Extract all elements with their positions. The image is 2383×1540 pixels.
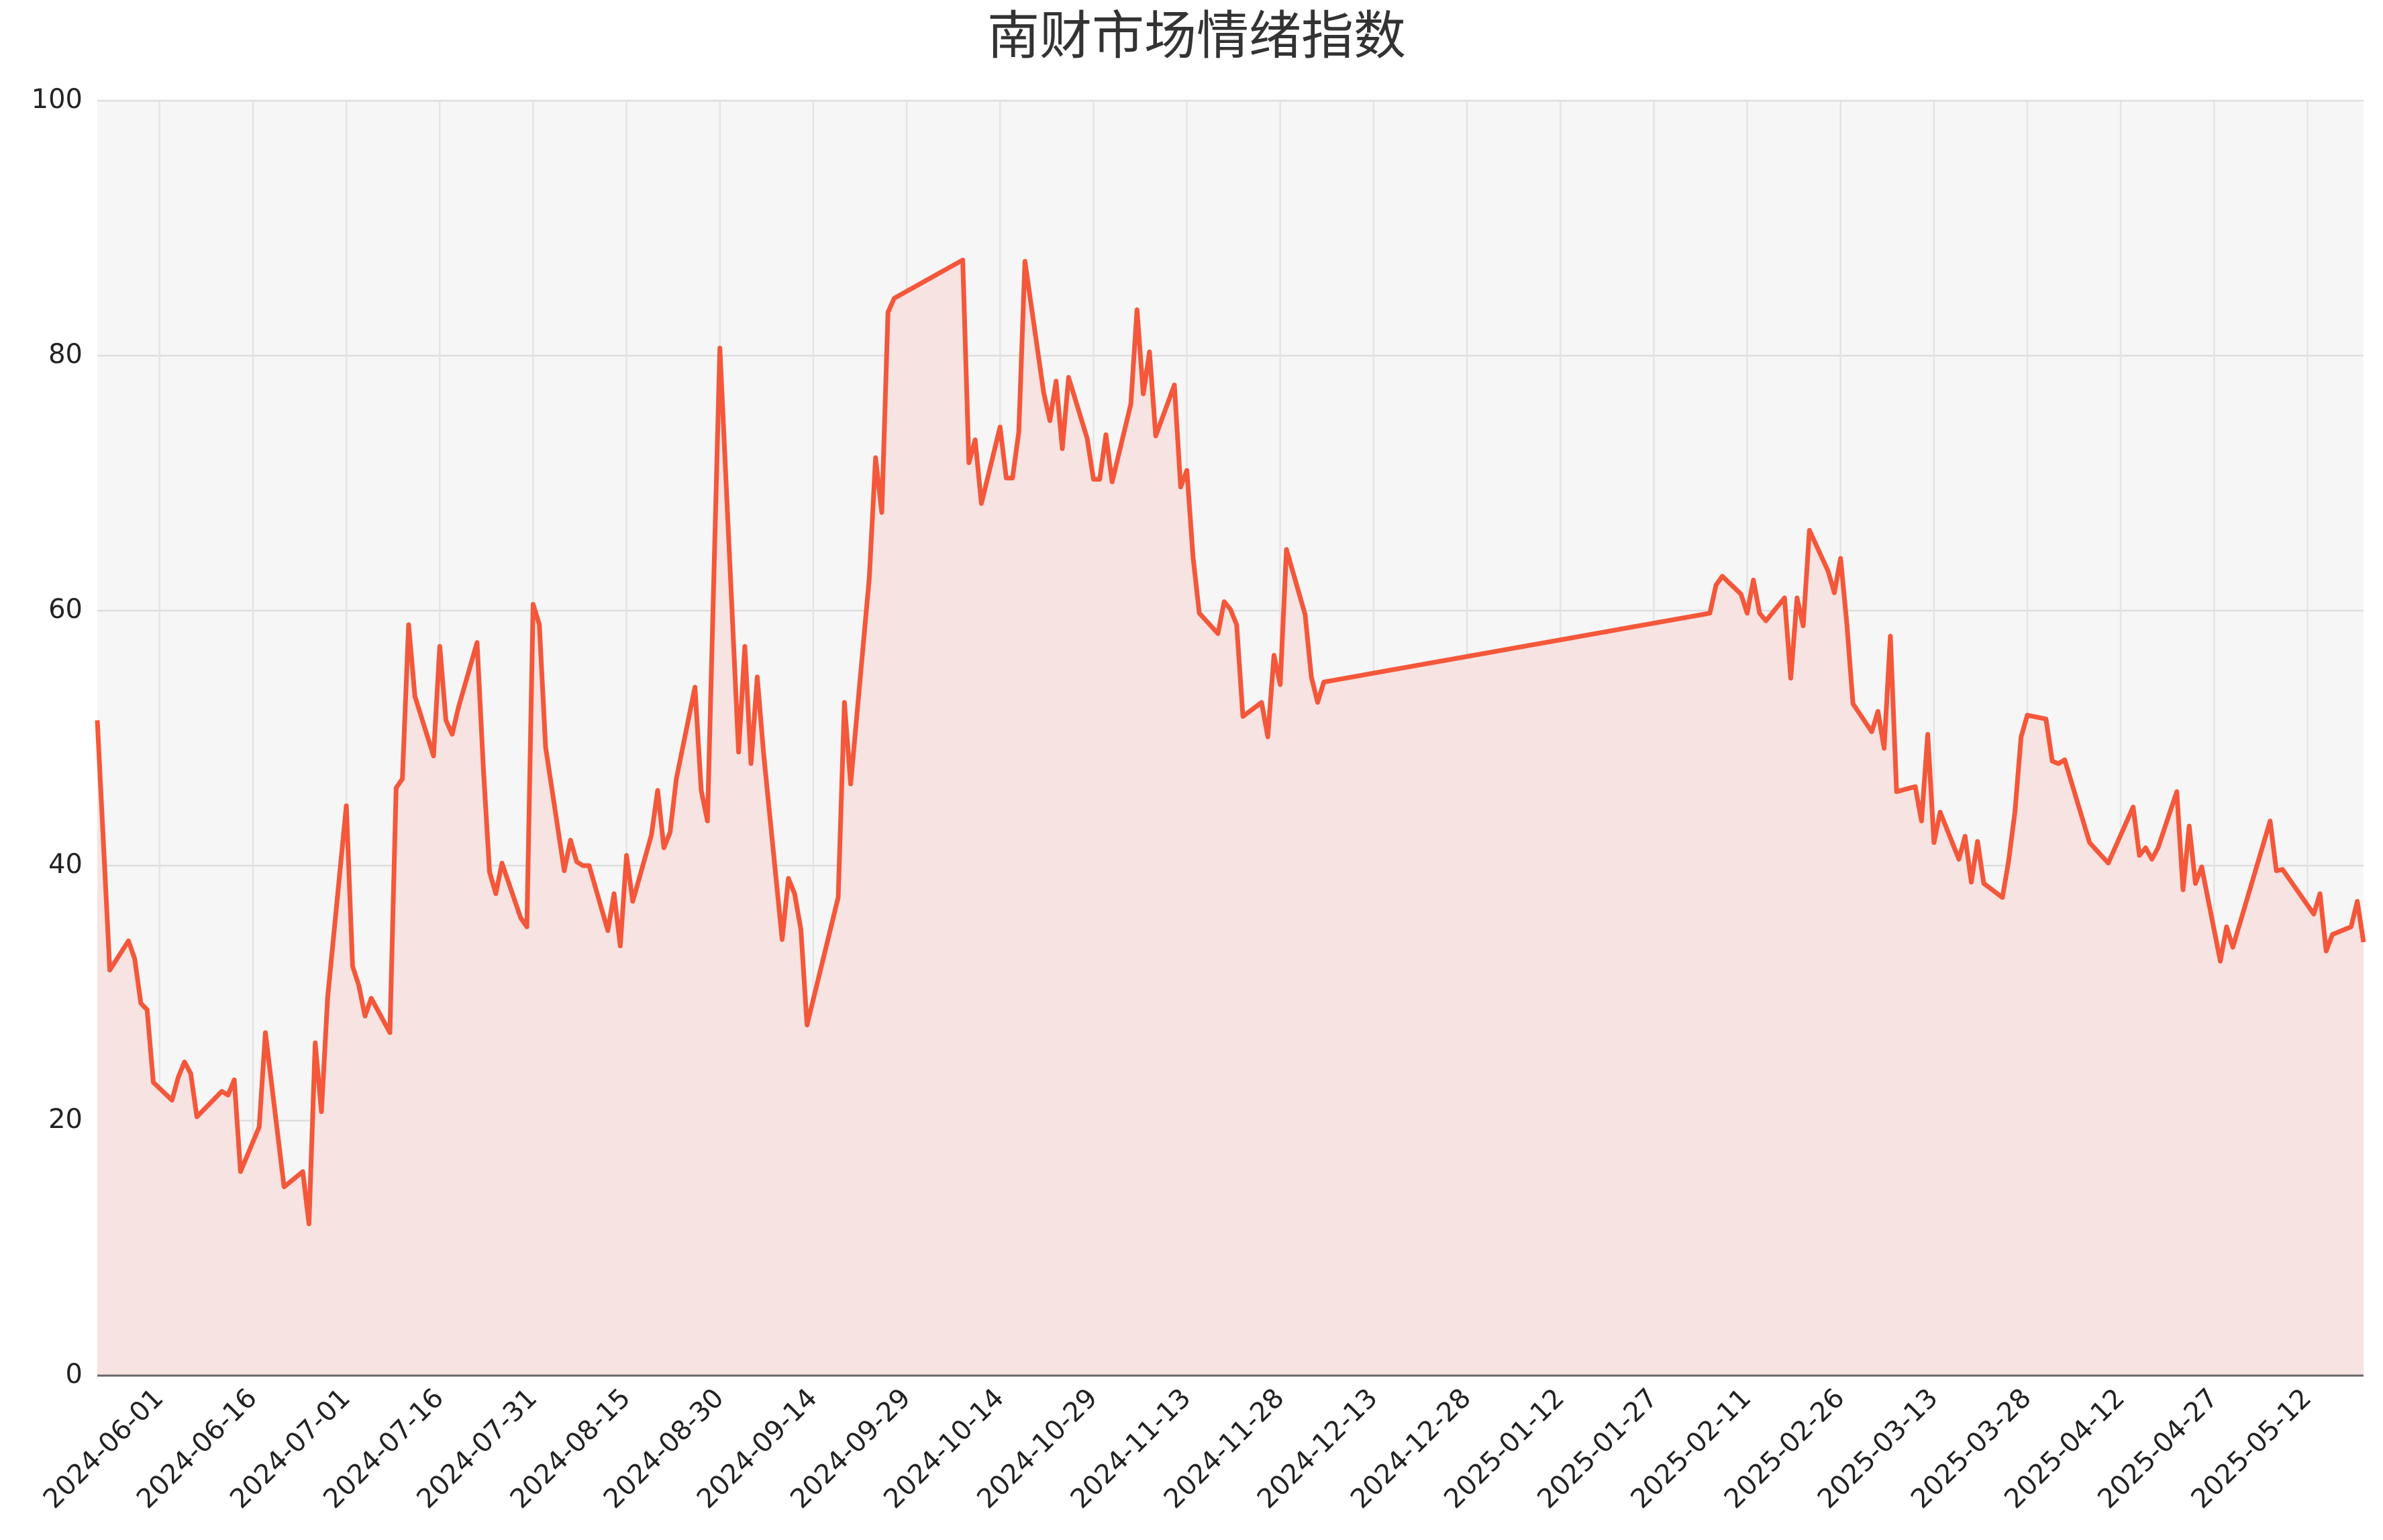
area — [97, 260, 2364, 1376]
y-tick-label: 20 — [48, 1104, 83, 1135]
y-tick-label: 40 — [48, 849, 83, 880]
line — [95, 258, 2366, 1227]
y-tick-label: 80 — [48, 339, 83, 370]
y-tick-label: 0 — [66, 1359, 83, 1390]
chart-title: 南财市场情绪指数 — [987, 7, 1406, 65]
marks — [95, 258, 2366, 1376]
y-tick-label: 60 — [48, 594, 83, 625]
y-tick-label: 100 — [32, 84, 83, 115]
